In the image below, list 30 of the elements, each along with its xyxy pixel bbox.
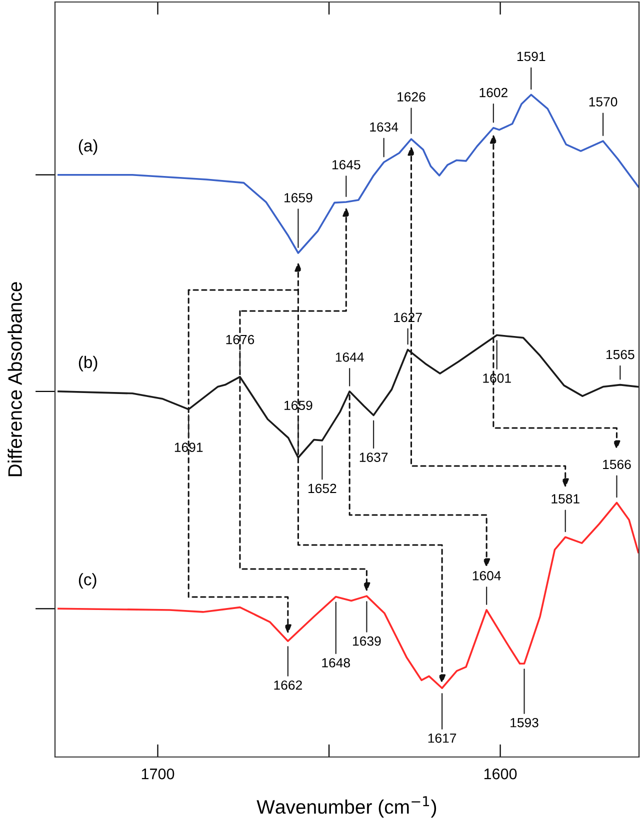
- annotation: 1691: [174, 442, 203, 452]
- x-axis-title: Wavenumber (cm$^{−1}$): [256, 796, 436, 818]
- annotation: 1662: [274, 680, 302, 690]
- series-label: (c): [78, 573, 96, 589]
- annotation: 1644: [336, 352, 364, 362]
- annotation: 1659: [284, 193, 312, 202]
- y-axis-title: Difference Absorbance: [8, 282, 22, 476]
- annotation: 1648: [322, 658, 350, 668]
- annotation: 1639: [353, 636, 381, 646]
- annotation: 1601: [483, 373, 511, 383]
- annotation: 1634: [370, 122, 398, 132]
- annotation: 1637: [360, 452, 388, 462]
- annotation: 1676: [226, 334, 254, 344]
- annotation: 1593: [510, 718, 538, 728]
- annotation: 1645: [332, 160, 360, 170]
- annotation: 1565: [606, 350, 634, 360]
- annotation: 1659: [284, 400, 312, 410]
- annotation: 1602: [480, 88, 508, 98]
- x-tick-label: 1700: [142, 768, 174, 780]
- series-label: (a): [78, 139, 98, 155]
- annotation: 1604: [472, 571, 501, 580]
- annotation: 1617: [428, 733, 456, 743]
- annotation: 1570: [589, 97, 618, 106]
- annotation: 1591: [517, 52, 546, 62]
- annotation: 1566: [603, 460, 631, 470]
- series-label: (b): [78, 356, 98, 372]
- annotation: 1652: [308, 484, 336, 494]
- annotation: 1581: [552, 494, 580, 504]
- annotation: 1626: [398, 92, 426, 102]
- x-tick-label: 1600: [484, 768, 517, 780]
